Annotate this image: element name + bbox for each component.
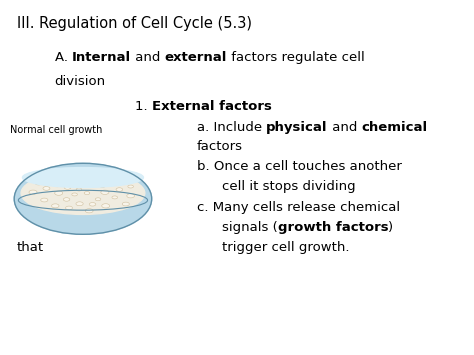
Text: External factors: External factors (152, 100, 272, 113)
Ellipse shape (55, 191, 63, 195)
Text: chemical: chemical (361, 121, 428, 134)
Ellipse shape (115, 182, 122, 185)
Ellipse shape (102, 204, 109, 208)
Ellipse shape (122, 202, 129, 206)
Ellipse shape (95, 198, 101, 201)
Ellipse shape (116, 188, 123, 191)
Ellipse shape (101, 190, 109, 195)
Ellipse shape (72, 193, 77, 196)
Ellipse shape (18, 198, 147, 219)
Text: ): ) (388, 221, 393, 234)
Ellipse shape (18, 198, 147, 219)
Ellipse shape (128, 185, 133, 188)
Ellipse shape (91, 175, 97, 179)
Ellipse shape (35, 181, 42, 185)
Ellipse shape (103, 179, 109, 182)
Text: external: external (164, 51, 227, 65)
Ellipse shape (18, 198, 147, 220)
Text: a. Include: a. Include (197, 121, 266, 134)
Ellipse shape (18, 197, 147, 219)
Ellipse shape (55, 184, 60, 187)
Text: b. Once a cell touches another: b. Once a cell touches another (197, 160, 401, 174)
Ellipse shape (43, 187, 50, 190)
Text: and: and (131, 51, 164, 65)
Ellipse shape (76, 188, 82, 191)
Ellipse shape (64, 186, 71, 189)
Text: and: and (328, 121, 361, 134)
Ellipse shape (68, 180, 74, 183)
Ellipse shape (127, 194, 135, 198)
Ellipse shape (21, 172, 145, 214)
Ellipse shape (112, 196, 118, 199)
Text: III. Regulation of Cell Cycle (5.3): III. Regulation of Cell Cycle (5.3) (17, 16, 252, 31)
Ellipse shape (82, 182, 90, 186)
Ellipse shape (65, 206, 73, 210)
Ellipse shape (89, 203, 96, 206)
Ellipse shape (84, 192, 90, 195)
Text: A.: A. (55, 51, 72, 65)
Ellipse shape (18, 197, 147, 218)
Ellipse shape (85, 209, 93, 213)
Text: growth factors: growth factors (278, 221, 388, 234)
Text: Normal cell growth: Normal cell growth (10, 125, 103, 135)
Text: signals (: signals ( (222, 221, 278, 234)
Text: that: that (17, 241, 44, 254)
Ellipse shape (64, 198, 70, 201)
Ellipse shape (29, 190, 37, 195)
Ellipse shape (76, 202, 83, 206)
Ellipse shape (22, 168, 144, 187)
Text: trigger cell growth.: trigger cell growth. (222, 241, 349, 254)
Ellipse shape (14, 163, 152, 234)
Ellipse shape (41, 198, 48, 202)
Text: Internal: Internal (72, 51, 131, 65)
Ellipse shape (75, 176, 81, 179)
Ellipse shape (46, 178, 52, 181)
Text: factors regulate cell: factors regulate cell (227, 51, 365, 65)
Text: 1.: 1. (135, 100, 152, 113)
Ellipse shape (100, 185, 105, 187)
Text: factors: factors (197, 140, 243, 153)
Text: physical: physical (266, 121, 328, 134)
Text: cell it stops dividing: cell it stops dividing (222, 180, 356, 193)
Text: c. Many cells release chemical: c. Many cells release chemical (197, 201, 400, 214)
Ellipse shape (58, 177, 64, 180)
Text: division: division (55, 75, 106, 88)
Ellipse shape (52, 204, 59, 208)
